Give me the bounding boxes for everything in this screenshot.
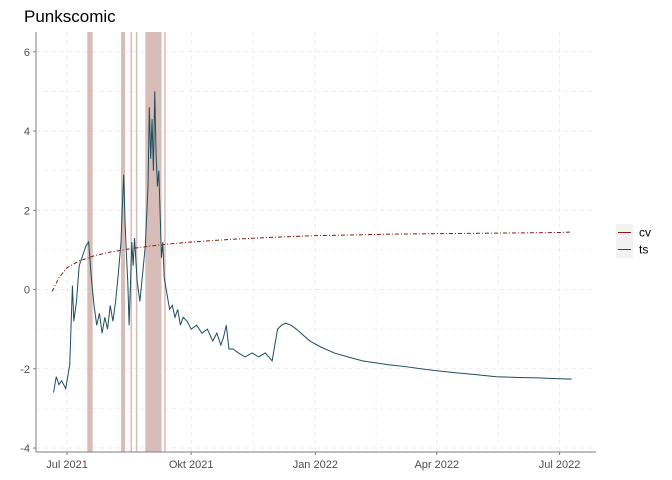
y-tick-label: -4 <box>20 443 30 455</box>
x-tick-label: Jul 2021 <box>46 459 88 471</box>
grid <box>36 32 596 452</box>
shaded-period <box>145 32 162 452</box>
axes <box>35 32 596 453</box>
y-tick-label: 6 <box>24 47 30 59</box>
y-tick-label: 4 <box>24 126 30 138</box>
chart-title: Punkscomic <box>24 7 116 26</box>
x-tick-label: Jul 2022 <box>539 459 581 471</box>
y-tick-label: -2 <box>20 364 30 376</box>
shaded-periods <box>87 32 166 452</box>
series-line-cv <box>51 231 572 292</box>
legend-label-ts: ts <box>639 243 648 257</box>
shaded-period <box>87 32 93 452</box>
x-tick-label: Jan 2022 <box>293 459 338 471</box>
tick-labels: -4 -2 0 2 4 6 Jul 2021 Okt 2021 Jan 2022 Apr 2022… <box>20 47 580 471</box>
series-line-ts <box>53 91 572 393</box>
shaded-period <box>135 32 138 452</box>
legend: cv ts <box>616 224 651 258</box>
y-tick-label: 2 <box>24 205 30 217</box>
shaded-period <box>164 32 166 452</box>
shaded-period <box>121 32 126 452</box>
shaded-period <box>130 32 132 452</box>
x-tick-label: Okt 2021 <box>169 459 214 471</box>
y-tick-label: 0 <box>24 285 30 297</box>
x-tick-label: Apr 2022 <box>414 459 459 471</box>
legend-label-cv: cv <box>639 226 651 240</box>
series-lines <box>51 91 572 393</box>
